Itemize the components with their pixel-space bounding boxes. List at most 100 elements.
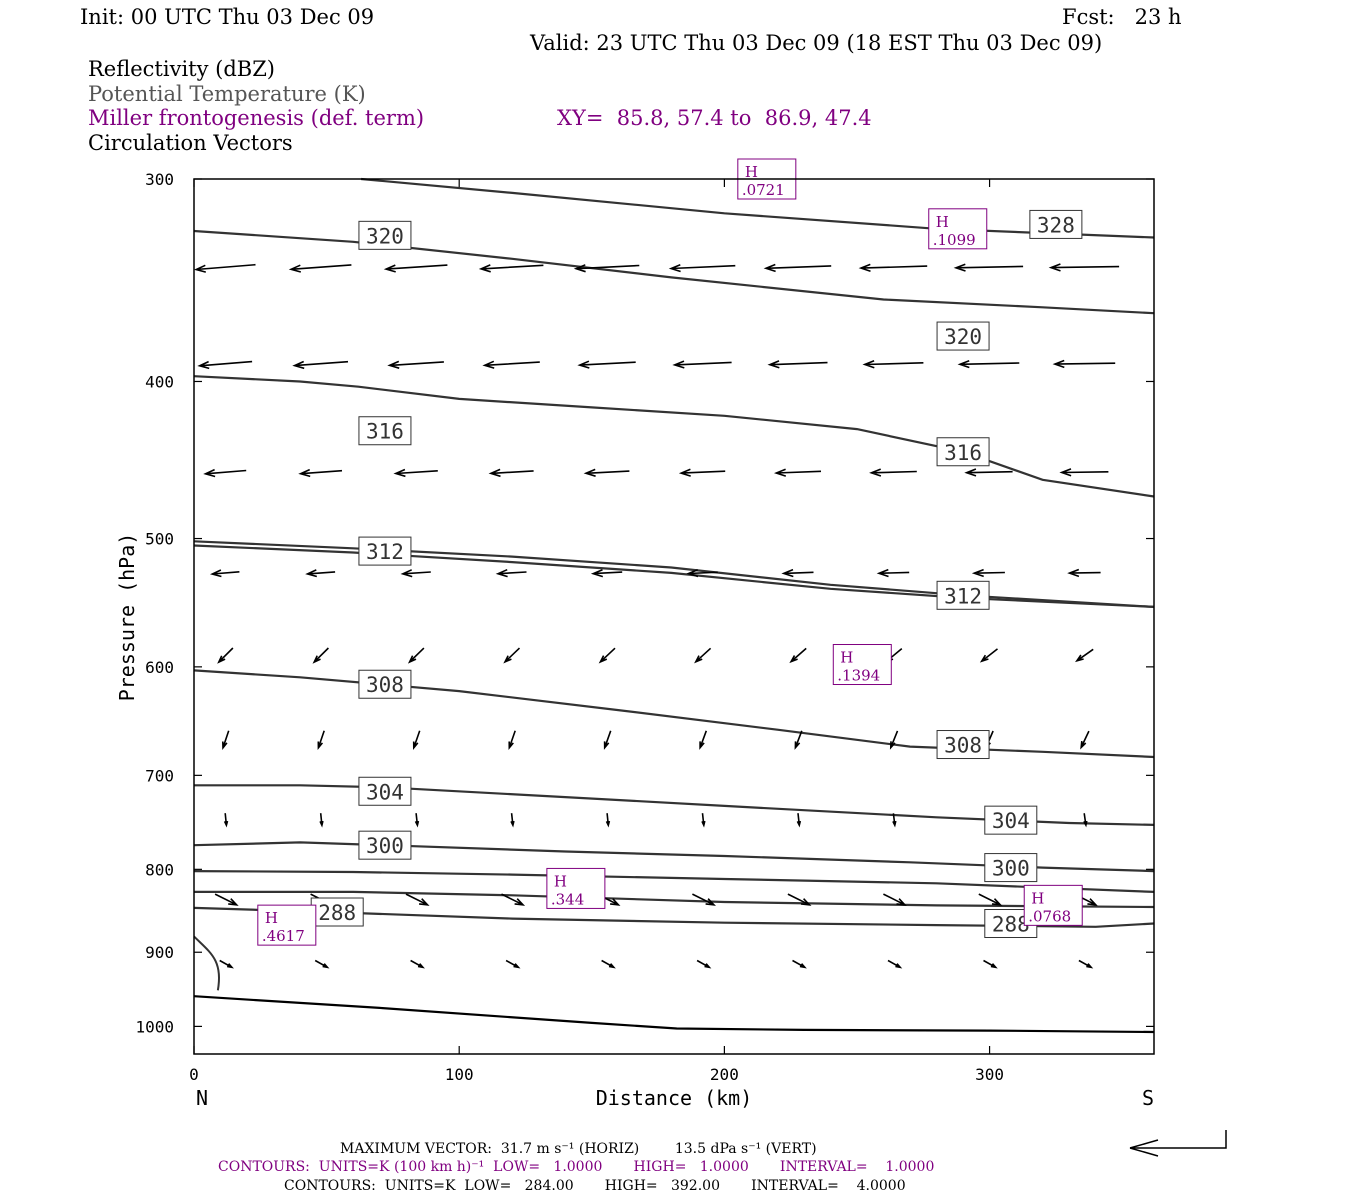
theta-label-box xyxy=(358,220,412,250)
frontogenesis-max: H.1394 xyxy=(832,644,892,686)
circulation-vector xyxy=(312,647,329,664)
circulation-vector xyxy=(209,569,240,578)
theta-contour-324 xyxy=(193,229,1155,315)
circulation-vector xyxy=(197,360,253,370)
circulation-vector xyxy=(978,893,1003,906)
theta-label: 316 xyxy=(944,441,982,465)
circulation-vector xyxy=(501,893,526,906)
theta-label: 288 xyxy=(992,913,1030,937)
circulation-vector xyxy=(787,893,812,906)
circulation-vector xyxy=(505,959,521,969)
circulation-vector xyxy=(699,730,708,750)
circulation-vector xyxy=(193,263,256,273)
y-tick-label: 800 xyxy=(145,860,174,879)
theta-label: 304 xyxy=(992,809,1030,833)
circulation-vector xyxy=(405,893,430,906)
circulation-vector xyxy=(393,468,438,478)
circulation-vector xyxy=(292,360,349,370)
frontogenesis-max-label: H xyxy=(745,163,758,181)
circulation-vector xyxy=(387,360,444,369)
theta-contour-296 xyxy=(193,870,1155,893)
max-vector-note: MAXIMUM VECTOR: 31.7 m s⁻¹ (HORIZ) 13.5 … xyxy=(340,1141,817,1157)
frontogenesis-max-value: .0768 xyxy=(1028,907,1071,925)
theta-label: 312 xyxy=(366,540,404,564)
theta-contour-292 xyxy=(194,890,1155,909)
y-tick-label: 300 xyxy=(145,170,174,189)
circulation-vector xyxy=(887,959,903,969)
circulation-vector xyxy=(314,959,330,969)
y-tick-label: 500 xyxy=(145,530,174,549)
circulation-vector xyxy=(1078,959,1094,969)
circulation-vector xyxy=(668,263,736,273)
theta-label-box xyxy=(310,897,364,927)
theta-label-box xyxy=(984,853,1038,883)
frontogenesis-max: H.0768 xyxy=(1023,884,1083,926)
field-circulation-vectors: Circulation Vectors xyxy=(88,131,293,155)
y-tick-label: 1000 xyxy=(135,1017,174,1036)
circulation-vector xyxy=(317,730,325,751)
circulation-vector xyxy=(478,264,544,273)
theta-label: 316 xyxy=(366,420,404,444)
theta-label-box xyxy=(936,321,990,351)
circulation-vector xyxy=(288,264,352,273)
theta-label-box xyxy=(358,776,412,806)
theta-contour-surface xyxy=(193,995,1155,1034)
forecast-hour: Fcst: 23 h xyxy=(1062,5,1182,29)
circulation-vector xyxy=(583,468,630,477)
theta-label: 308 xyxy=(944,734,982,758)
circulation-vector xyxy=(1059,468,1109,477)
theta-label: 320 xyxy=(366,224,404,248)
x-tick-label: 100 xyxy=(445,1065,474,1084)
plot-frame xyxy=(193,178,1155,1055)
y-axis-title: Pressure (hPa) xyxy=(115,533,139,702)
circulation-vector xyxy=(767,360,828,369)
circulation-vector xyxy=(763,263,832,273)
frontogenesis-max-box xyxy=(257,904,317,946)
theta-label: 300 xyxy=(366,834,404,858)
x-end-label-right: S xyxy=(1142,1086,1154,1110)
y-tick-label: 700 xyxy=(145,766,174,785)
frontogenesis-max-value: .1099 xyxy=(933,231,976,249)
circulation-vector xyxy=(862,360,924,369)
field-potential-temperature: Potential Temperature (K) xyxy=(88,82,366,106)
frontogenesis-max-label: H xyxy=(1031,889,1044,907)
x-axis-title: Distance (km) xyxy=(596,1086,753,1110)
x-tick-label: 200 xyxy=(710,1065,739,1084)
circulation-vector xyxy=(792,959,807,969)
circulation-vector xyxy=(892,813,897,828)
theta-label: 304 xyxy=(366,780,404,804)
circulation-vector xyxy=(482,360,540,369)
theta-label-box xyxy=(358,669,412,699)
frontogenesis-max-box xyxy=(1023,884,1083,926)
frontogenesis-max-value: .4617 xyxy=(262,927,305,945)
frontogenesis-max: H.1099 xyxy=(928,208,988,250)
circulation-vector xyxy=(692,893,716,906)
x-end-label-left: N xyxy=(196,1086,208,1110)
frontogenesis-max-label: H xyxy=(265,909,278,927)
theta-label-box xyxy=(358,830,412,860)
y-tick-label: 900 xyxy=(145,943,174,962)
circulation-vector xyxy=(603,730,612,750)
terrain-edge xyxy=(193,935,220,991)
reference-vector xyxy=(1129,1130,1227,1157)
x-tick-label: 0 xyxy=(189,1065,199,1084)
theta-label-box xyxy=(936,437,990,467)
circulation-vector xyxy=(510,813,515,828)
theta-label: 320 xyxy=(944,325,982,349)
circulation-vector xyxy=(203,468,247,478)
frontogenesis-max-box xyxy=(928,208,988,250)
theta-label-box xyxy=(358,416,412,446)
circulation-vector xyxy=(488,468,534,478)
circulation-vector xyxy=(298,468,343,478)
circulation-vector xyxy=(694,647,712,664)
circulation-vector xyxy=(678,468,726,477)
circulation-vector xyxy=(573,264,640,273)
circulation-vector xyxy=(400,569,431,578)
circulation-vector xyxy=(577,360,636,369)
theta-contour-308 xyxy=(193,669,1155,759)
circulation-vector xyxy=(305,569,336,578)
circulation-vector xyxy=(794,730,803,750)
theta-label-box xyxy=(936,730,990,760)
frontogenesis-max-value: .1394 xyxy=(837,667,880,685)
frontogenesis-max-value: .344 xyxy=(551,890,584,908)
